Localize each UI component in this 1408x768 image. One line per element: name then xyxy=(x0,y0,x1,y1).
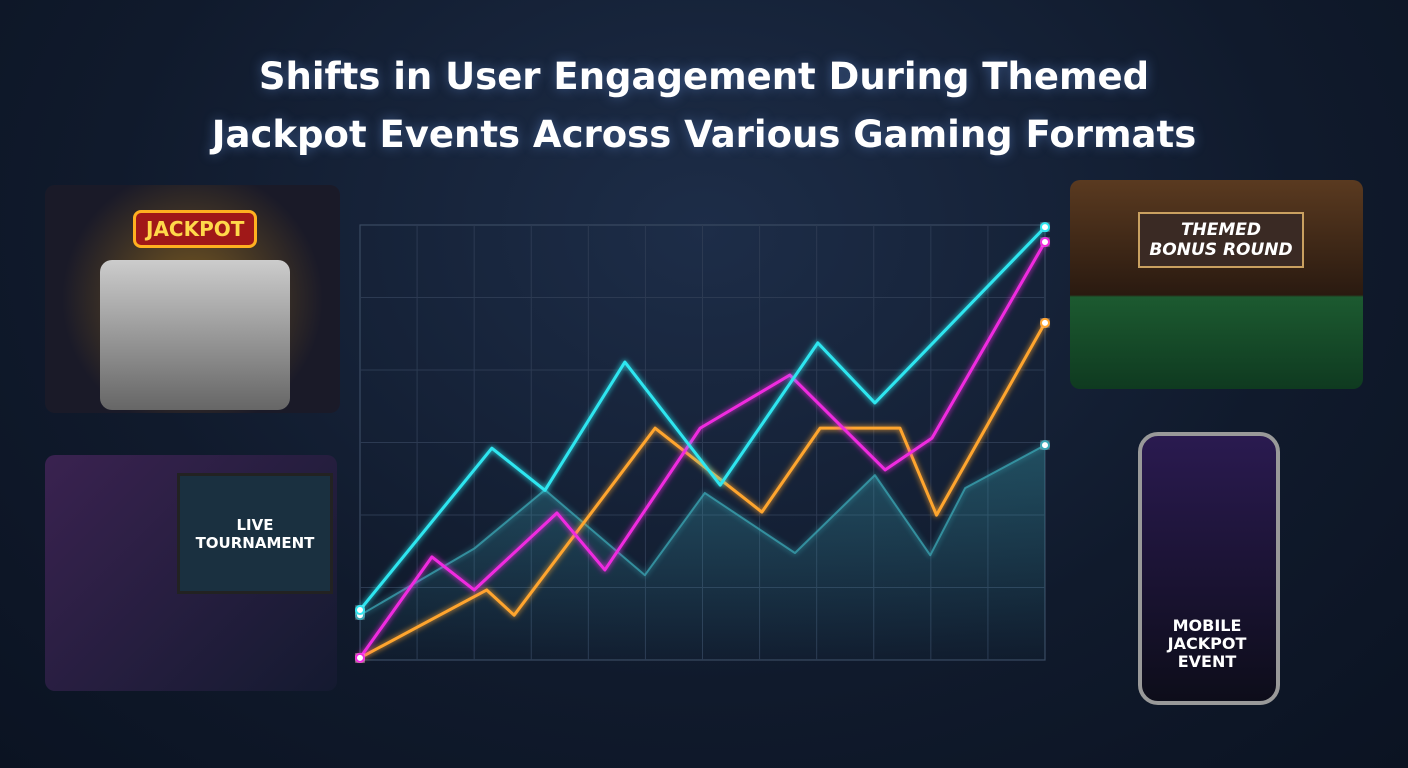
poker-illustration: THEMED BONUS ROUND xyxy=(1070,180,1363,389)
end-dot xyxy=(1040,222,1050,233)
end-dot xyxy=(355,610,365,621)
monitor: LIVE TOURNAMENT xyxy=(177,473,333,594)
slot-machine xyxy=(100,260,290,410)
line xyxy=(359,444,1046,617)
chart-title: Shifts in User Engagement During Themed … xyxy=(211,55,1197,156)
end-dot xyxy=(1040,317,1050,328)
end-dot xyxy=(355,604,365,615)
slot-sign: JACKPOT xyxy=(133,210,258,248)
plot-frame xyxy=(359,224,1046,661)
mobile-illustration: MOBILE JACKPOT EVENT xyxy=(1138,432,1280,705)
monitor-text: LIVE TOURNAMENT xyxy=(195,515,315,552)
end-dot xyxy=(355,652,365,663)
area xyxy=(360,445,1045,660)
slot-illustration: JACKPOT xyxy=(45,185,340,413)
esports-illustration: LIVE TOURNAMENT xyxy=(45,455,337,691)
line xyxy=(358,241,1047,659)
line xyxy=(359,322,1047,660)
end-dot xyxy=(1040,440,1050,451)
mobile-text: MOBILE JACKPOT EVENT xyxy=(1167,616,1247,671)
line xyxy=(358,226,1047,611)
poker-sign: THEMED BONUS ROUND xyxy=(1138,212,1304,268)
end-dot xyxy=(355,652,365,663)
end-dot xyxy=(1040,236,1050,247)
